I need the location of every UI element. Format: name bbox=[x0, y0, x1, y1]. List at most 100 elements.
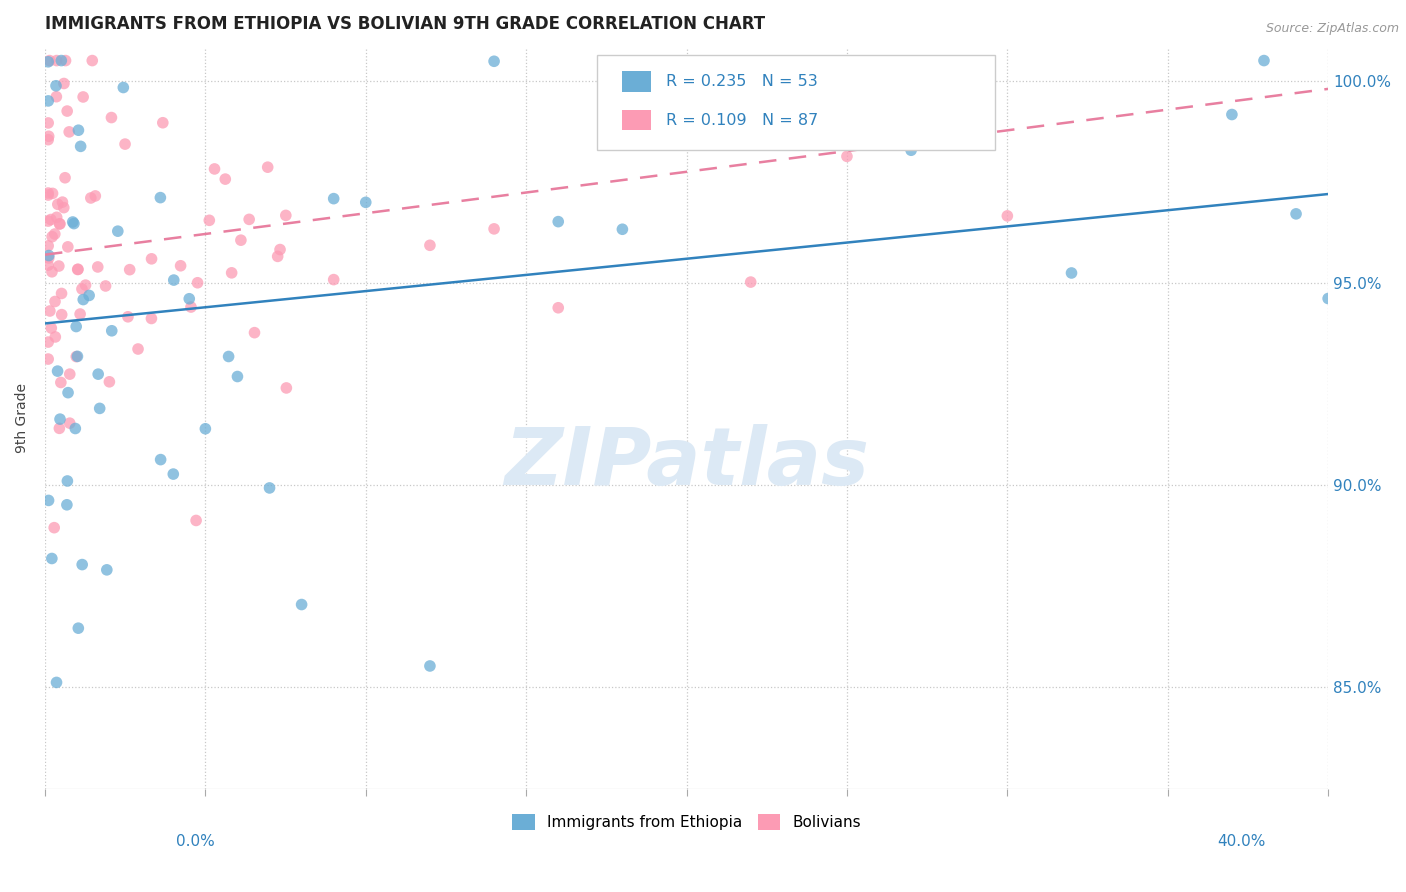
Point bbox=[63, 217, 86, 231]
Point bbox=[100, 111, 122, 125]
Point bbox=[49, 217, 72, 231]
Text: R = 0.109   N = 87: R = 0.109 N = 87 bbox=[666, 112, 818, 128]
Point bbox=[55, 54, 77, 68]
Point bbox=[1317, 292, 1340, 306]
Point bbox=[41, 186, 63, 201]
Point bbox=[96, 563, 118, 577]
Text: IMMIGRANTS FROM ETHIOPIA VS BOLIVIAN 9TH GRADE CORRELATION CHART: IMMIGRANTS FROM ETHIOPIA VS BOLIVIAN 9TH… bbox=[45, 15, 765, 33]
Point bbox=[80, 191, 103, 205]
Point bbox=[41, 551, 63, 566]
Point bbox=[100, 324, 122, 338]
Text: Source: ZipAtlas.com: Source: ZipAtlas.com bbox=[1265, 22, 1399, 36]
Point bbox=[1253, 54, 1275, 68]
Point bbox=[84, 189, 107, 203]
Point bbox=[38, 304, 60, 318]
Point bbox=[547, 214, 569, 228]
Point bbox=[66, 262, 89, 277]
Text: ZIPatlas: ZIPatlas bbox=[505, 424, 869, 502]
Point bbox=[276, 381, 298, 395]
Point bbox=[37, 54, 59, 69]
Bar bbox=[623, 110, 651, 130]
Point bbox=[198, 213, 221, 227]
Point bbox=[259, 481, 281, 495]
Point bbox=[56, 474, 79, 488]
Point bbox=[354, 195, 377, 210]
Point bbox=[37, 116, 59, 130]
Point bbox=[740, 275, 762, 289]
Point bbox=[547, 301, 569, 315]
Point bbox=[51, 195, 73, 210]
Point bbox=[37, 188, 59, 202]
Point bbox=[419, 659, 441, 673]
Point bbox=[69, 307, 91, 321]
Point bbox=[94, 279, 117, 293]
Point bbox=[52, 77, 75, 91]
Point bbox=[51, 286, 73, 301]
Point bbox=[900, 143, 922, 157]
Point bbox=[194, 422, 217, 436]
Point bbox=[56, 385, 79, 400]
Point bbox=[77, 288, 100, 302]
Point bbox=[482, 54, 505, 69]
Point bbox=[37, 352, 59, 367]
Point bbox=[127, 342, 149, 356]
Point bbox=[322, 272, 344, 286]
Point bbox=[72, 90, 94, 104]
Point bbox=[221, 266, 243, 280]
Point bbox=[87, 260, 110, 274]
Point bbox=[163, 273, 186, 287]
Point bbox=[70, 282, 93, 296]
Point bbox=[49, 412, 72, 426]
Point bbox=[66, 262, 89, 277]
Point bbox=[266, 249, 288, 263]
Point bbox=[89, 401, 111, 416]
Point bbox=[58, 125, 80, 139]
Point bbox=[45, 89, 67, 103]
Point bbox=[37, 133, 59, 147]
Point bbox=[256, 160, 278, 174]
Point bbox=[46, 197, 69, 211]
Point bbox=[141, 252, 163, 266]
Point bbox=[45, 211, 67, 225]
Point bbox=[48, 259, 70, 273]
Point bbox=[37, 186, 59, 200]
Point bbox=[152, 116, 174, 130]
Point bbox=[44, 227, 66, 241]
Point bbox=[82, 54, 104, 68]
Point bbox=[226, 369, 249, 384]
Point bbox=[612, 222, 634, 236]
Point bbox=[835, 149, 858, 163]
Point bbox=[112, 80, 135, 95]
Point bbox=[38, 493, 60, 508]
Point bbox=[65, 421, 87, 435]
Point bbox=[322, 192, 344, 206]
Point bbox=[75, 278, 97, 293]
Point bbox=[52, 201, 75, 215]
Point bbox=[238, 212, 260, 227]
Point bbox=[117, 310, 139, 324]
Point bbox=[37, 258, 59, 272]
Point bbox=[67, 123, 90, 137]
Point bbox=[214, 172, 236, 186]
Point bbox=[38, 129, 60, 144]
Point bbox=[291, 598, 314, 612]
Point bbox=[169, 259, 191, 273]
Point bbox=[59, 416, 82, 430]
Point bbox=[1220, 107, 1243, 121]
Point bbox=[37, 214, 59, 228]
Point bbox=[38, 248, 60, 262]
Text: 0.0%: 0.0% bbox=[176, 834, 215, 849]
Point bbox=[56, 104, 79, 119]
Point bbox=[274, 208, 297, 222]
Point bbox=[37, 94, 59, 108]
Text: 40.0%: 40.0% bbox=[1218, 834, 1265, 849]
Point bbox=[162, 467, 184, 481]
Point bbox=[53, 170, 76, 185]
Y-axis label: 9th Grade: 9th Grade bbox=[15, 384, 30, 453]
FancyBboxPatch shape bbox=[596, 55, 994, 150]
Point bbox=[41, 229, 63, 244]
Point bbox=[187, 276, 209, 290]
Point bbox=[70, 558, 93, 572]
Point bbox=[44, 294, 66, 309]
Point bbox=[56, 240, 79, 254]
